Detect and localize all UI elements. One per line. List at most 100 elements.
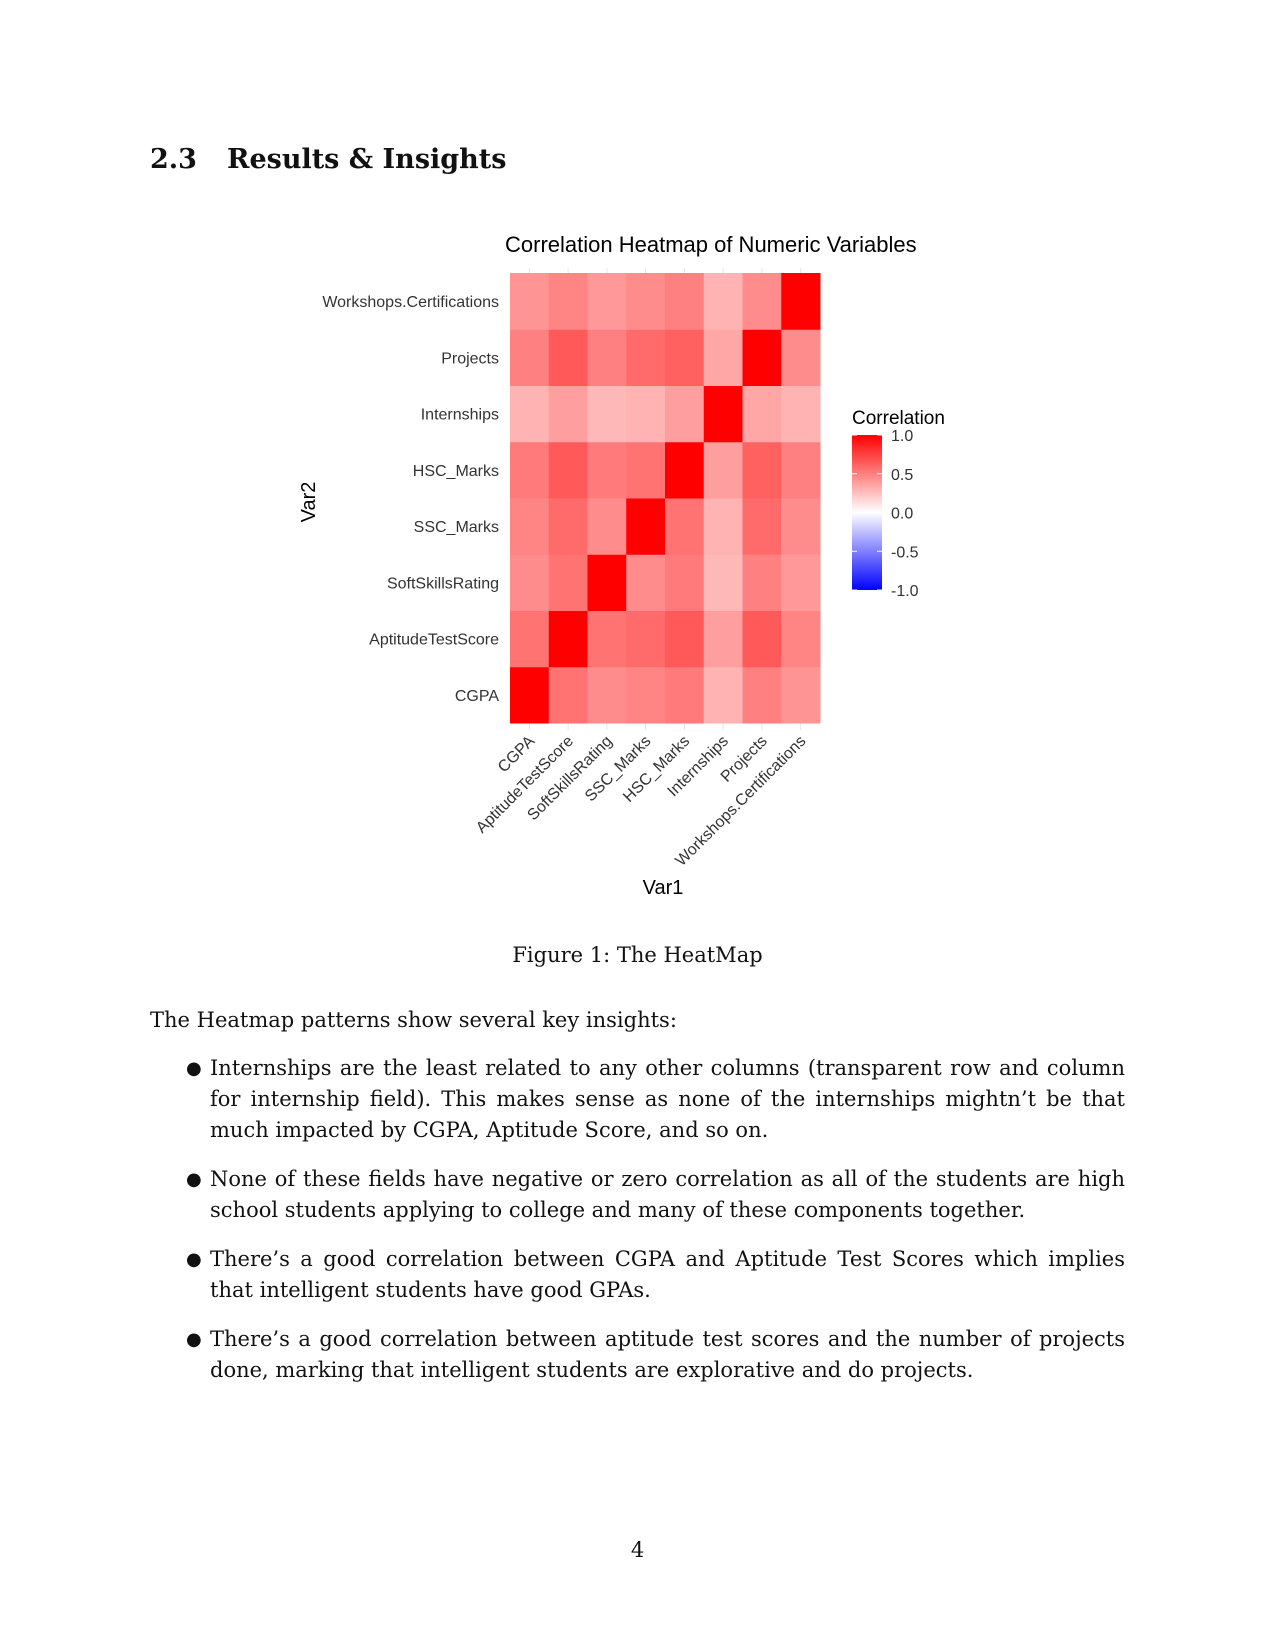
y-axis-title: Var2 xyxy=(298,482,320,523)
section-number: 2.3 xyxy=(150,144,197,175)
heatmap-cell xyxy=(742,329,782,386)
x-axis-labels: CGPAAptitudeTestScoreSoftSkillsRatingSSC… xyxy=(473,733,809,870)
heatmap-cell xyxy=(510,554,550,611)
heatmap-cell xyxy=(626,554,666,611)
heatmap-cell xyxy=(742,441,782,499)
heatmap-cell xyxy=(703,554,743,611)
insight-text: There’s a good correlation between aptit… xyxy=(210,1327,1125,1382)
heatmap-cell xyxy=(510,610,550,668)
heatmap-cell xyxy=(510,273,550,330)
bullet-icon: ● xyxy=(186,1058,202,1079)
heatmap-cell xyxy=(665,385,705,443)
heatmap-cell xyxy=(626,329,666,386)
heatmap-cell xyxy=(587,610,627,668)
y-tick-label: AptitudeTestScore xyxy=(369,632,499,649)
y-tick-label: Internships xyxy=(421,407,499,424)
page-number: 4 xyxy=(630,1538,645,1562)
heatmap-cell xyxy=(703,329,743,386)
heatmap-cell xyxy=(742,666,782,724)
legend-tick-label: 1.0 xyxy=(891,428,913,445)
heatmap-cell xyxy=(703,498,743,555)
heatmap-cell xyxy=(742,610,782,668)
heatmap-cell xyxy=(548,610,588,668)
heatmap-cell xyxy=(587,666,627,724)
list-item: ● Internships are the least related to an… xyxy=(150,1053,1125,1146)
legend-tick-label: -0.5 xyxy=(891,544,919,561)
intro-paragraph: The Heatmap patterns show several key in… xyxy=(150,1008,677,1032)
heatmap-cell xyxy=(548,273,588,330)
y-tick-label: Projects xyxy=(441,350,499,367)
heatmap-cell xyxy=(665,273,705,330)
grid-ticks xyxy=(528,268,802,730)
y-tick-label: SoftSkillsRating xyxy=(387,575,499,592)
y-tick-label: Workshops.Certifications xyxy=(322,294,499,311)
section-heading: 2.3 Results & Insights xyxy=(150,144,506,175)
y-tick-label: CGPA xyxy=(455,688,499,705)
insight-text: There’s a good correlation between CGPA … xyxy=(210,1247,1125,1302)
y-tick-label: SSC_Marks xyxy=(414,519,499,536)
chart-title: Correlation Heatmap of Numeric Variables xyxy=(505,232,917,257)
heatmap-cell xyxy=(587,385,627,443)
heatmap-cell xyxy=(665,610,705,668)
heatmap-cell xyxy=(703,385,743,443)
legend-tick-label: 0.5 xyxy=(891,467,913,484)
heatmap-cell xyxy=(548,666,588,724)
heatmap-cell xyxy=(665,441,705,499)
heatmap-cell xyxy=(665,666,705,724)
legend-title: Correlation xyxy=(852,408,945,429)
heatmap-cell xyxy=(703,666,743,724)
bullet-icon: ● xyxy=(186,1249,202,1270)
figure-caption: Figure 1: The HeatMap xyxy=(512,943,763,967)
x-axis-title: Var1 xyxy=(643,877,684,899)
heatmap-figure: Correlation Heatmap of Numeric Variables… xyxy=(298,232,945,899)
heatmap-cell xyxy=(781,441,821,499)
heatmap-cell xyxy=(703,441,743,499)
heatmap-cell xyxy=(510,666,550,724)
heatmap-cell xyxy=(665,498,705,555)
legend-tick-label: -1.0 xyxy=(891,583,919,600)
list-item: ● There’s a good correlation between apti… xyxy=(150,1324,1125,1386)
heatmap-cell xyxy=(510,498,550,555)
heatmap-cell xyxy=(781,329,821,386)
y-tick-label: HSC_Marks xyxy=(413,463,499,480)
heatmap-cells xyxy=(510,273,821,724)
bullet-icon: ● xyxy=(186,1169,202,1190)
heatmap-cell xyxy=(703,610,743,668)
heatmap-cell xyxy=(587,441,627,499)
heatmap-cell xyxy=(626,273,666,330)
bullet-icon: ● xyxy=(186,1329,202,1350)
legend-ticks: 1.0 0.5 0.0 -0.5 -1.0 xyxy=(852,428,919,600)
heatmap-cell xyxy=(626,441,666,499)
heatmap-cell xyxy=(626,498,666,555)
heatmap-cell xyxy=(510,441,550,499)
heatmap-cell xyxy=(665,329,705,386)
heatmap-cell xyxy=(742,554,782,611)
heatmap-cell xyxy=(548,498,588,555)
heatmap-cell xyxy=(587,554,627,611)
heatmap-cell xyxy=(781,666,821,724)
heatmap-cell xyxy=(587,498,627,555)
legend-tick-label: 0.0 xyxy=(891,506,913,523)
heatmap-cell xyxy=(510,329,550,386)
heatmap-cell xyxy=(742,498,782,555)
heatmap-cell xyxy=(781,385,821,443)
insight-text: None of these fields have negative or ze… xyxy=(210,1167,1125,1222)
heatmap-cell xyxy=(587,273,627,330)
heatmap-cell xyxy=(548,554,588,611)
heatmap-cell xyxy=(548,441,588,499)
insights-list: ● Internships are the least related to an… xyxy=(150,1053,1125,1404)
section-title: Results & Insights xyxy=(227,144,507,175)
list-item: ● None of these fields have negative or z… xyxy=(150,1164,1125,1226)
y-axis-labels: CGPA AptitudeTestScore SoftSkillsRating SSC… xyxy=(322,294,499,705)
heatmap-cell xyxy=(781,610,821,668)
list-item: ● There’s a good correlation between CGPA… xyxy=(150,1244,1125,1306)
heatmap-cell xyxy=(626,666,666,724)
heatmap-cell xyxy=(665,554,705,611)
heatmap-cell xyxy=(742,385,782,443)
heatmap-cell xyxy=(587,329,627,386)
heatmap-cell xyxy=(548,329,588,386)
heatmap-cell xyxy=(548,385,588,443)
heatmap-cell xyxy=(626,610,666,668)
heatmap-cell xyxy=(626,385,666,443)
heatmap-cell xyxy=(703,273,743,330)
